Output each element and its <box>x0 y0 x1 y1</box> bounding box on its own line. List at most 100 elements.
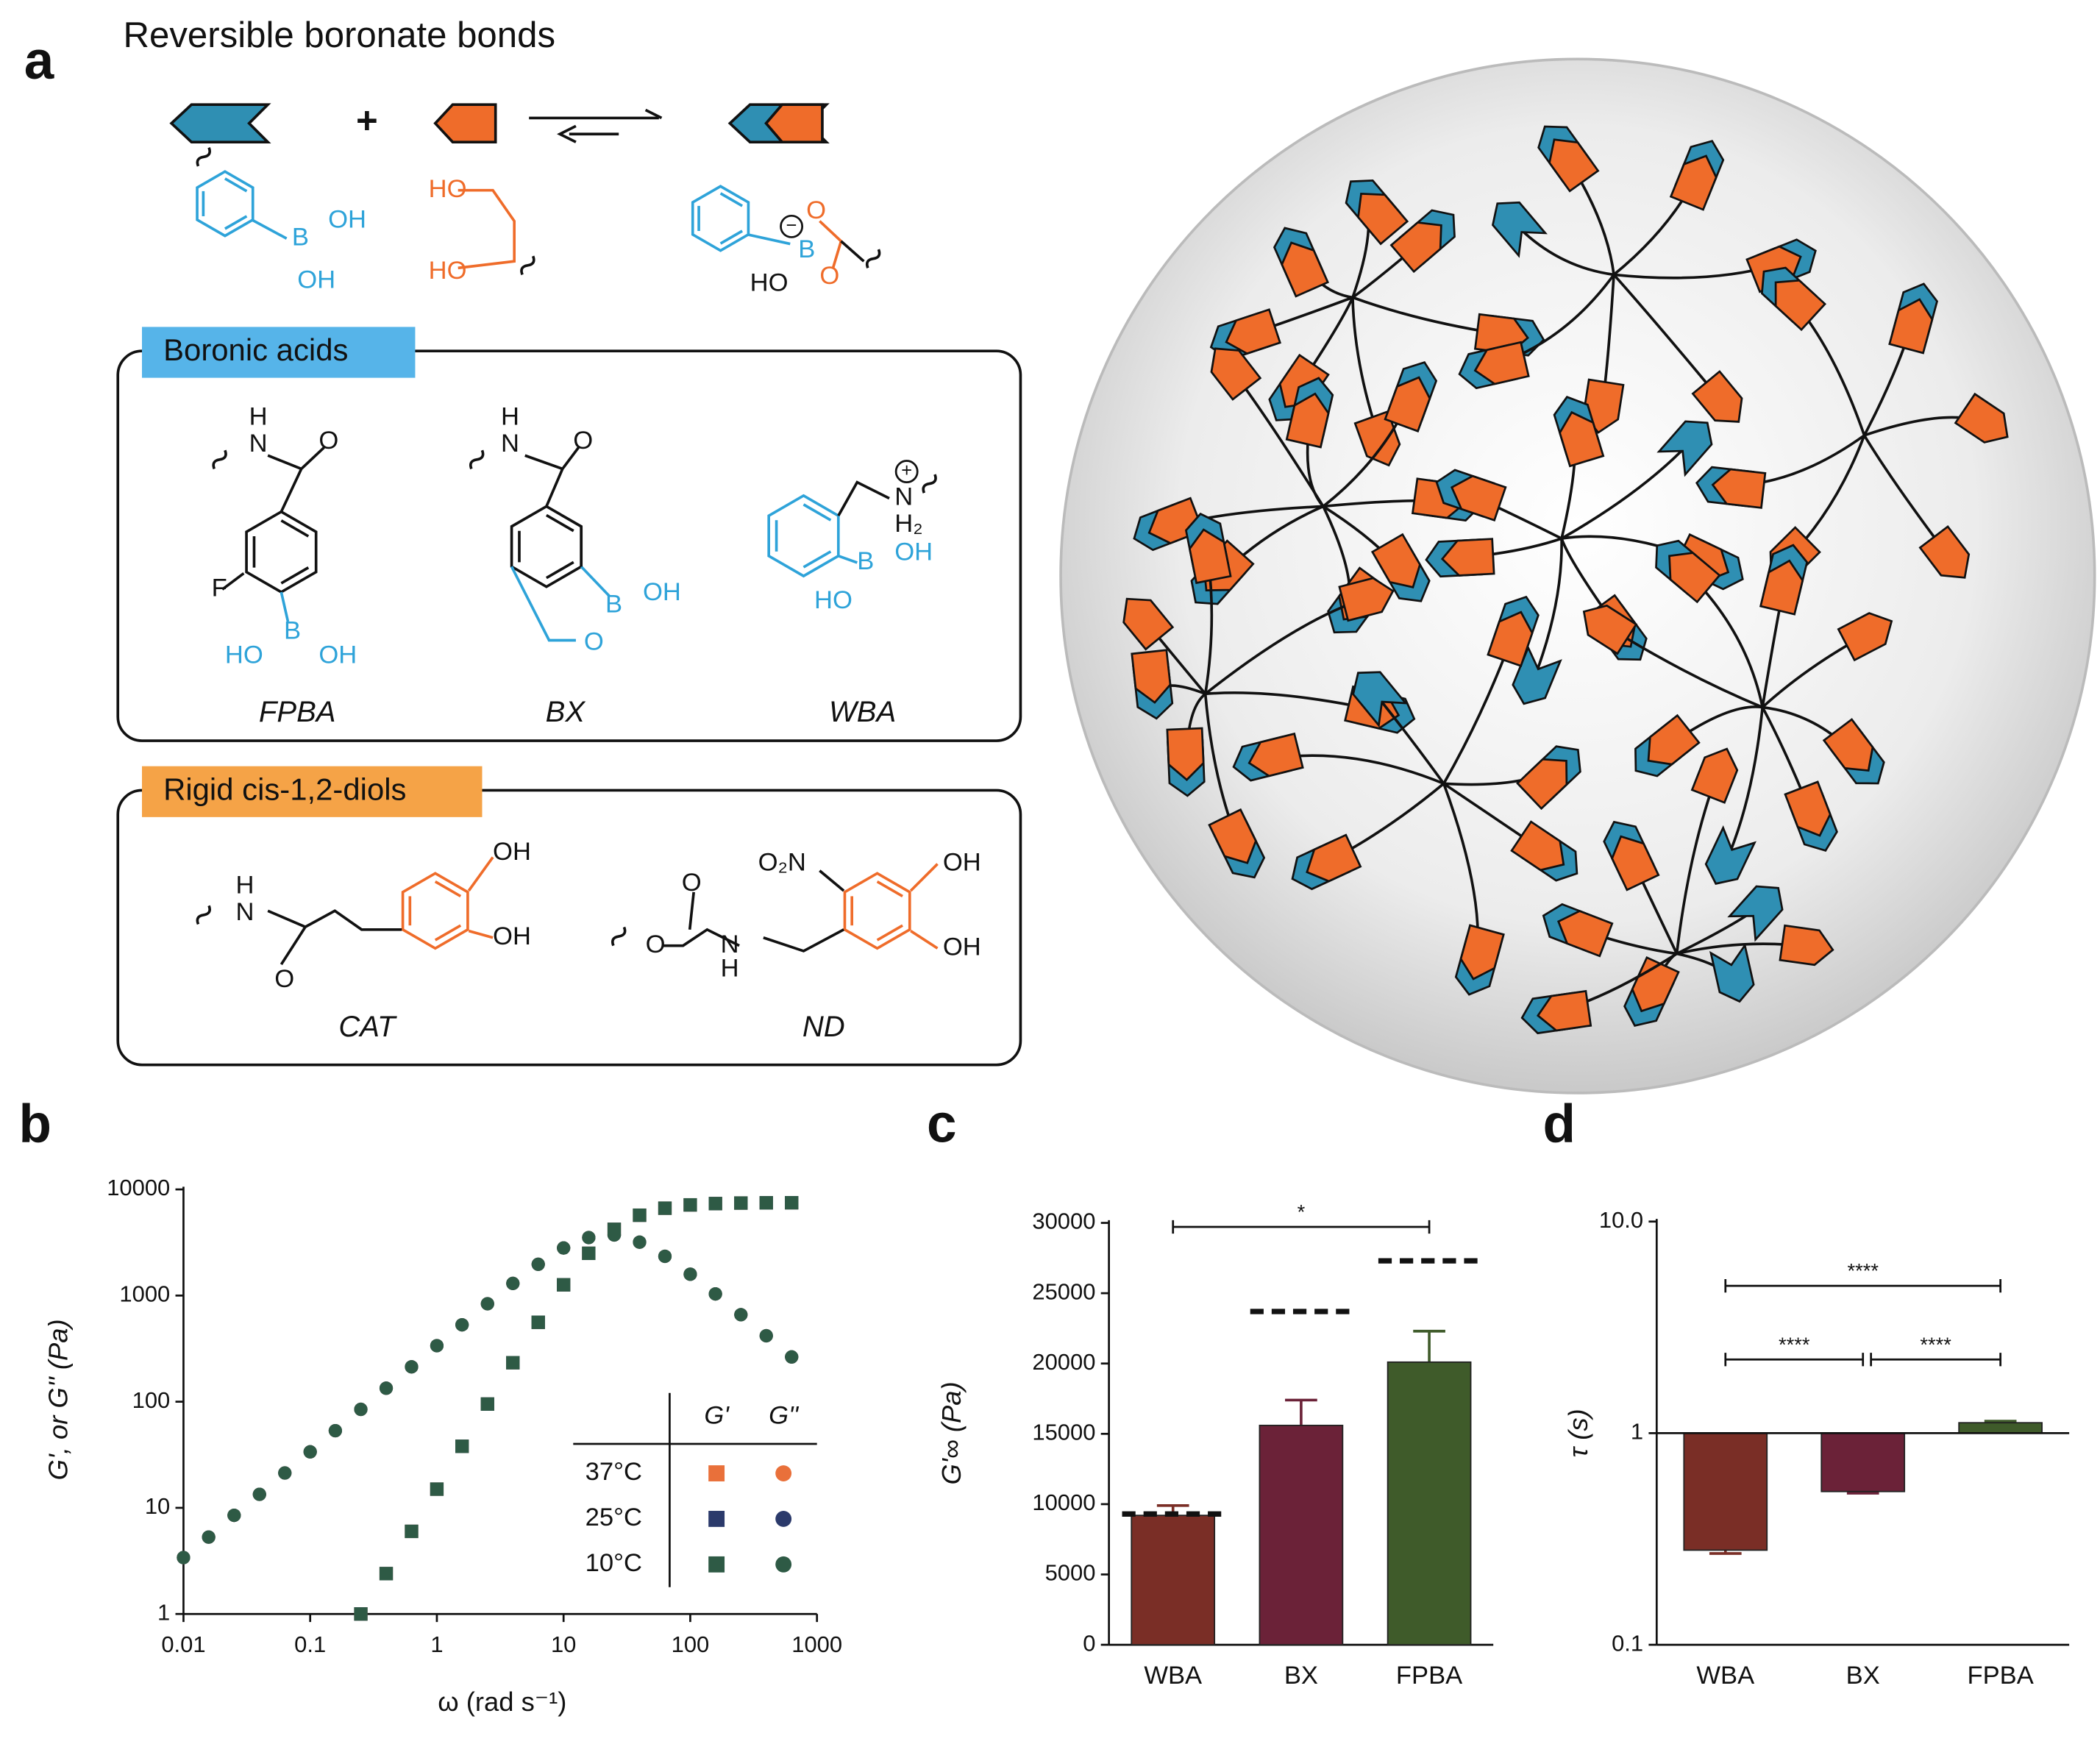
diol-unit <box>1759 559 1804 616</box>
bond <box>545 446 580 508</box>
end-group <box>1273 227 1329 298</box>
boronic-acid-unit <box>1727 885 1784 942</box>
bond <box>467 856 494 892</box>
diol-unit <box>1166 727 1205 781</box>
wavy-bond <box>611 926 627 947</box>
end-group <box>1510 820 1578 882</box>
atom: O₂N <box>758 849 806 877</box>
end-group <box>1285 377 1334 449</box>
panel-label: c <box>927 1095 957 1154</box>
end-group <box>1669 140 1725 211</box>
significance-bracket <box>1172 1220 1431 1234</box>
atom: O <box>646 930 666 958</box>
atom: F <box>212 574 227 602</box>
significance-label: * <box>1298 1200 1306 1223</box>
bond <box>838 555 858 564</box>
charge-circle <box>894 460 919 484</box>
wavy-bond <box>196 905 211 925</box>
loss-modulus-point <box>557 1241 571 1255</box>
bond <box>280 591 290 622</box>
boronic-acid-unit <box>1656 420 1713 477</box>
bar <box>1820 1432 1906 1492</box>
x-tick-label: 1000 <box>791 1631 842 1657</box>
chart: 0.1 1 10.0 τ (s) WBA BX FPBA **** **** **** <box>1563 1207 2070 1690</box>
bond <box>280 926 307 966</box>
panel-label: b <box>18 1095 51 1154</box>
ring <box>843 872 911 950</box>
end-group <box>1122 597 1175 651</box>
storage-modulus-point <box>683 1197 697 1212</box>
loss-modulus-point <box>303 1445 317 1459</box>
diol-unit <box>1536 989 1592 1032</box>
diol-unit <box>1473 341 1530 385</box>
ring <box>196 170 255 238</box>
loss-modulus-point <box>734 1308 748 1322</box>
end-group <box>1542 903 1614 958</box>
end-group <box>1516 745 1581 811</box>
y-tick-label: 1000 <box>119 1281 170 1306</box>
atom: HO <box>814 586 853 614</box>
diol-unit <box>1548 138 1600 193</box>
double-bond <box>802 550 832 569</box>
atom: N <box>235 898 254 926</box>
diol-unit <box>1357 192 1409 246</box>
diol-unit <box>1888 298 1934 355</box>
diol-unit <box>1188 528 1232 585</box>
atom: O <box>274 965 294 993</box>
atom: OH <box>318 641 357 669</box>
x-tick-label: BX <box>1846 1662 1880 1690</box>
y-tick-label: 10.0 <box>1599 1207 1643 1233</box>
atom: H₂ <box>894 510 922 538</box>
boronic-acid-unit <box>1704 825 1756 885</box>
storage-modulus-point <box>582 1246 596 1261</box>
panel-label: d <box>1543 1095 1576 1154</box>
atom: N <box>249 430 268 458</box>
atom: O <box>682 869 702 897</box>
y-tick-label: 1 <box>1631 1419 1643 1445</box>
ring <box>691 185 750 252</box>
bond <box>910 930 939 950</box>
end-group <box>1704 825 1756 885</box>
atom: OH <box>493 838 531 866</box>
atom: B <box>292 223 309 251</box>
y-tick-label: 10000 <box>1032 1489 1095 1515</box>
legend-marker <box>775 1556 792 1573</box>
end-group <box>1491 201 1548 258</box>
bar <box>1958 1422 2043 1434</box>
loss-modulus-point <box>328 1423 343 1438</box>
x-axis-title: ω (rad s⁻¹) <box>438 1687 566 1717</box>
legend-label: 25°C <box>585 1503 642 1531</box>
significance-bracket <box>1870 1353 2002 1367</box>
atom: B <box>857 547 874 575</box>
boronic-acid-icon <box>169 103 271 143</box>
bond <box>819 869 845 892</box>
bond <box>251 218 288 240</box>
boronic-acid-unit <box>1352 671 1408 728</box>
y-tick-label: 100 <box>132 1387 171 1413</box>
atom: B <box>605 590 622 618</box>
chart: 1 10 100 1000 10000 G', or G'' (Pa) 0.01 0.1 1 10… <box>43 1175 843 1717</box>
legend-header: G'' <box>769 1402 799 1430</box>
end-group <box>1232 732 1304 782</box>
storage-modulus-point <box>354 1607 368 1621</box>
diol-unit <box>1669 154 1718 211</box>
forward-arrow <box>529 108 663 120</box>
compound-name: ND <box>802 1011 845 1043</box>
bond <box>267 909 306 928</box>
y-tick-label: 20000 <box>1032 1349 1095 1375</box>
end-group <box>1133 496 1205 552</box>
x-tick-label: FPBA <box>1396 1662 1462 1690</box>
storage-modulus-point <box>405 1524 419 1539</box>
diol-unit <box>1711 468 1767 509</box>
atom: OH <box>297 266 335 294</box>
atom: OH <box>943 933 981 961</box>
double-bond <box>802 503 832 522</box>
storage-modulus-point <box>531 1315 545 1329</box>
diol-unit <box>1384 376 1431 433</box>
end-group <box>1784 780 1838 852</box>
ester-icon <box>764 103 824 143</box>
diol-unit <box>1582 604 1638 655</box>
panel-label: a <box>24 31 54 90</box>
